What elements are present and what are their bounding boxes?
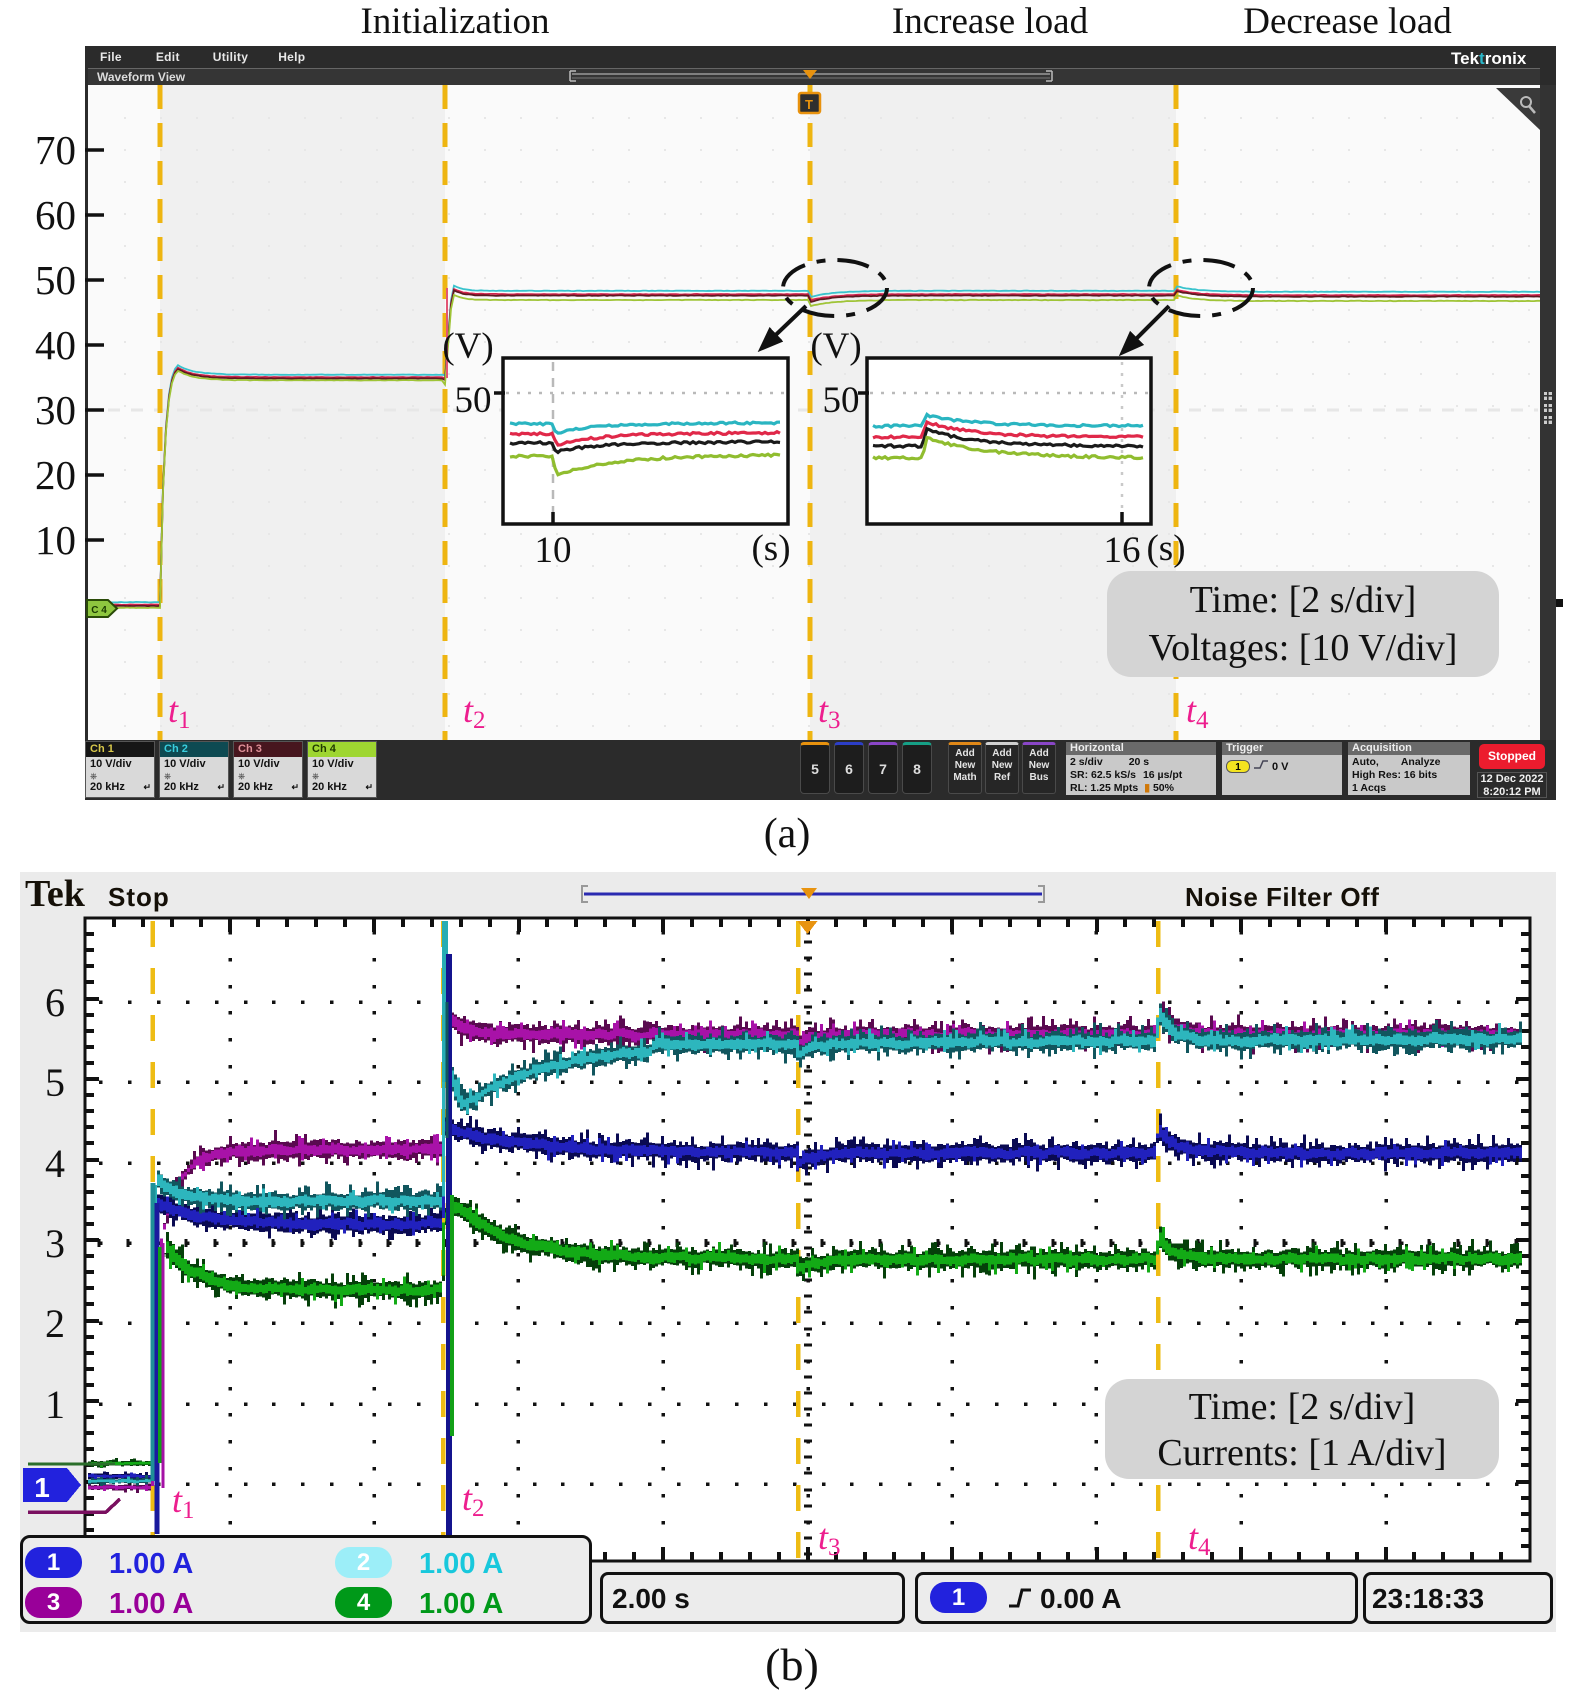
svg-text:3: 3: [45, 1221, 65, 1266]
svg-text:1: 1: [45, 1382, 65, 1427]
svg-text:4: 4: [45, 1141, 65, 1186]
svg-text:(s): (s): [1146, 528, 1185, 569]
svg-text:16: 16: [1104, 530, 1141, 571]
svg-text:1: 1: [34, 1472, 50, 1503]
svg-text:T: T: [805, 97, 813, 112]
svg-text:50: 50: [35, 257, 76, 303]
svg-text:t2: t2: [463, 690, 486, 734]
svg-text:50: 50: [823, 380, 860, 421]
svg-text:40: 40: [35, 322, 76, 368]
svg-text:(V): (V): [810, 326, 861, 367]
svg-text:60: 60: [35, 192, 76, 238]
svg-text:t1: t1: [168, 690, 191, 734]
svg-text:C 4: C 4: [91, 605, 107, 616]
svg-text:10: 10: [35, 517, 76, 563]
svg-text:t3: t3: [818, 690, 841, 734]
svg-text:(s): (s): [751, 528, 790, 569]
svg-text:70: 70: [35, 127, 76, 173]
svg-text:5: 5: [45, 1060, 65, 1105]
svg-text:t4: t4: [1186, 690, 1209, 734]
svg-text:50: 50: [455, 380, 492, 421]
svg-text:2: 2: [45, 1301, 65, 1346]
svg-text:10: 10: [535, 530, 572, 571]
svg-text:6: 6: [45, 980, 65, 1025]
svg-text:(V): (V): [442, 326, 493, 367]
svg-text:30: 30: [35, 387, 76, 433]
svg-text:20: 20: [35, 452, 76, 498]
